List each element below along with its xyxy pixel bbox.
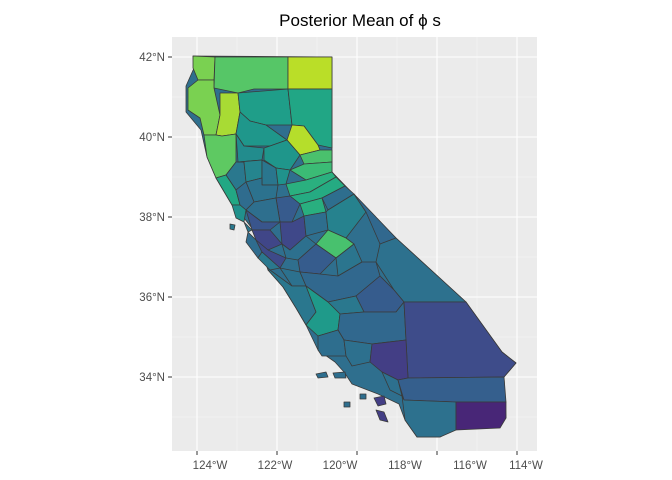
island-1 [315,371,329,379]
x-tick-label: 124°W [193,460,228,472]
island-2 [332,371,347,379]
county-butte [263,139,301,171]
axis-ticks [168,56,518,455]
x-tick-label: 116°W [453,460,487,472]
county-nevada [289,161,333,181]
county-riverside [397,376,507,403]
x-tick-label: 118°W [388,460,422,472]
y-tick-label: 40°N [139,132,165,144]
island-farallon [229,223,236,231]
county-sierra [299,149,333,165]
y-tick-label: 38°N [139,212,165,224]
county-layer [185,55,517,438]
county-siskiyou [213,56,289,94]
county-alameda [251,229,283,251]
map-title: Posterior Mean of ϕ s [279,11,441,30]
y-tick-label: 42°N [139,52,165,64]
island-5 [359,393,367,400]
county-ventura [343,339,373,367]
county-san-francisco [243,221,253,233]
county-del-norte [192,55,216,81]
x-tick-label: 120°W [323,460,358,472]
island-4 [375,409,389,423]
county-glenn [235,133,265,163]
x-tick-label: 122°W [258,460,293,472]
county-san-diego [401,395,457,438]
county-marin [231,204,247,223]
county-modoc [287,56,333,90]
county-contra-costa [245,209,281,231]
island-6 [343,401,351,408]
island-3 [373,395,387,407]
county-imperial [455,401,507,431]
county-trinity [215,92,241,137]
y-tick-label: 34°N [139,372,165,384]
county-santa-clara [255,239,287,269]
y-tick-label: 36°N [139,292,165,304]
x-tick-label: 114°W [509,460,543,472]
county-merced [297,243,337,275]
